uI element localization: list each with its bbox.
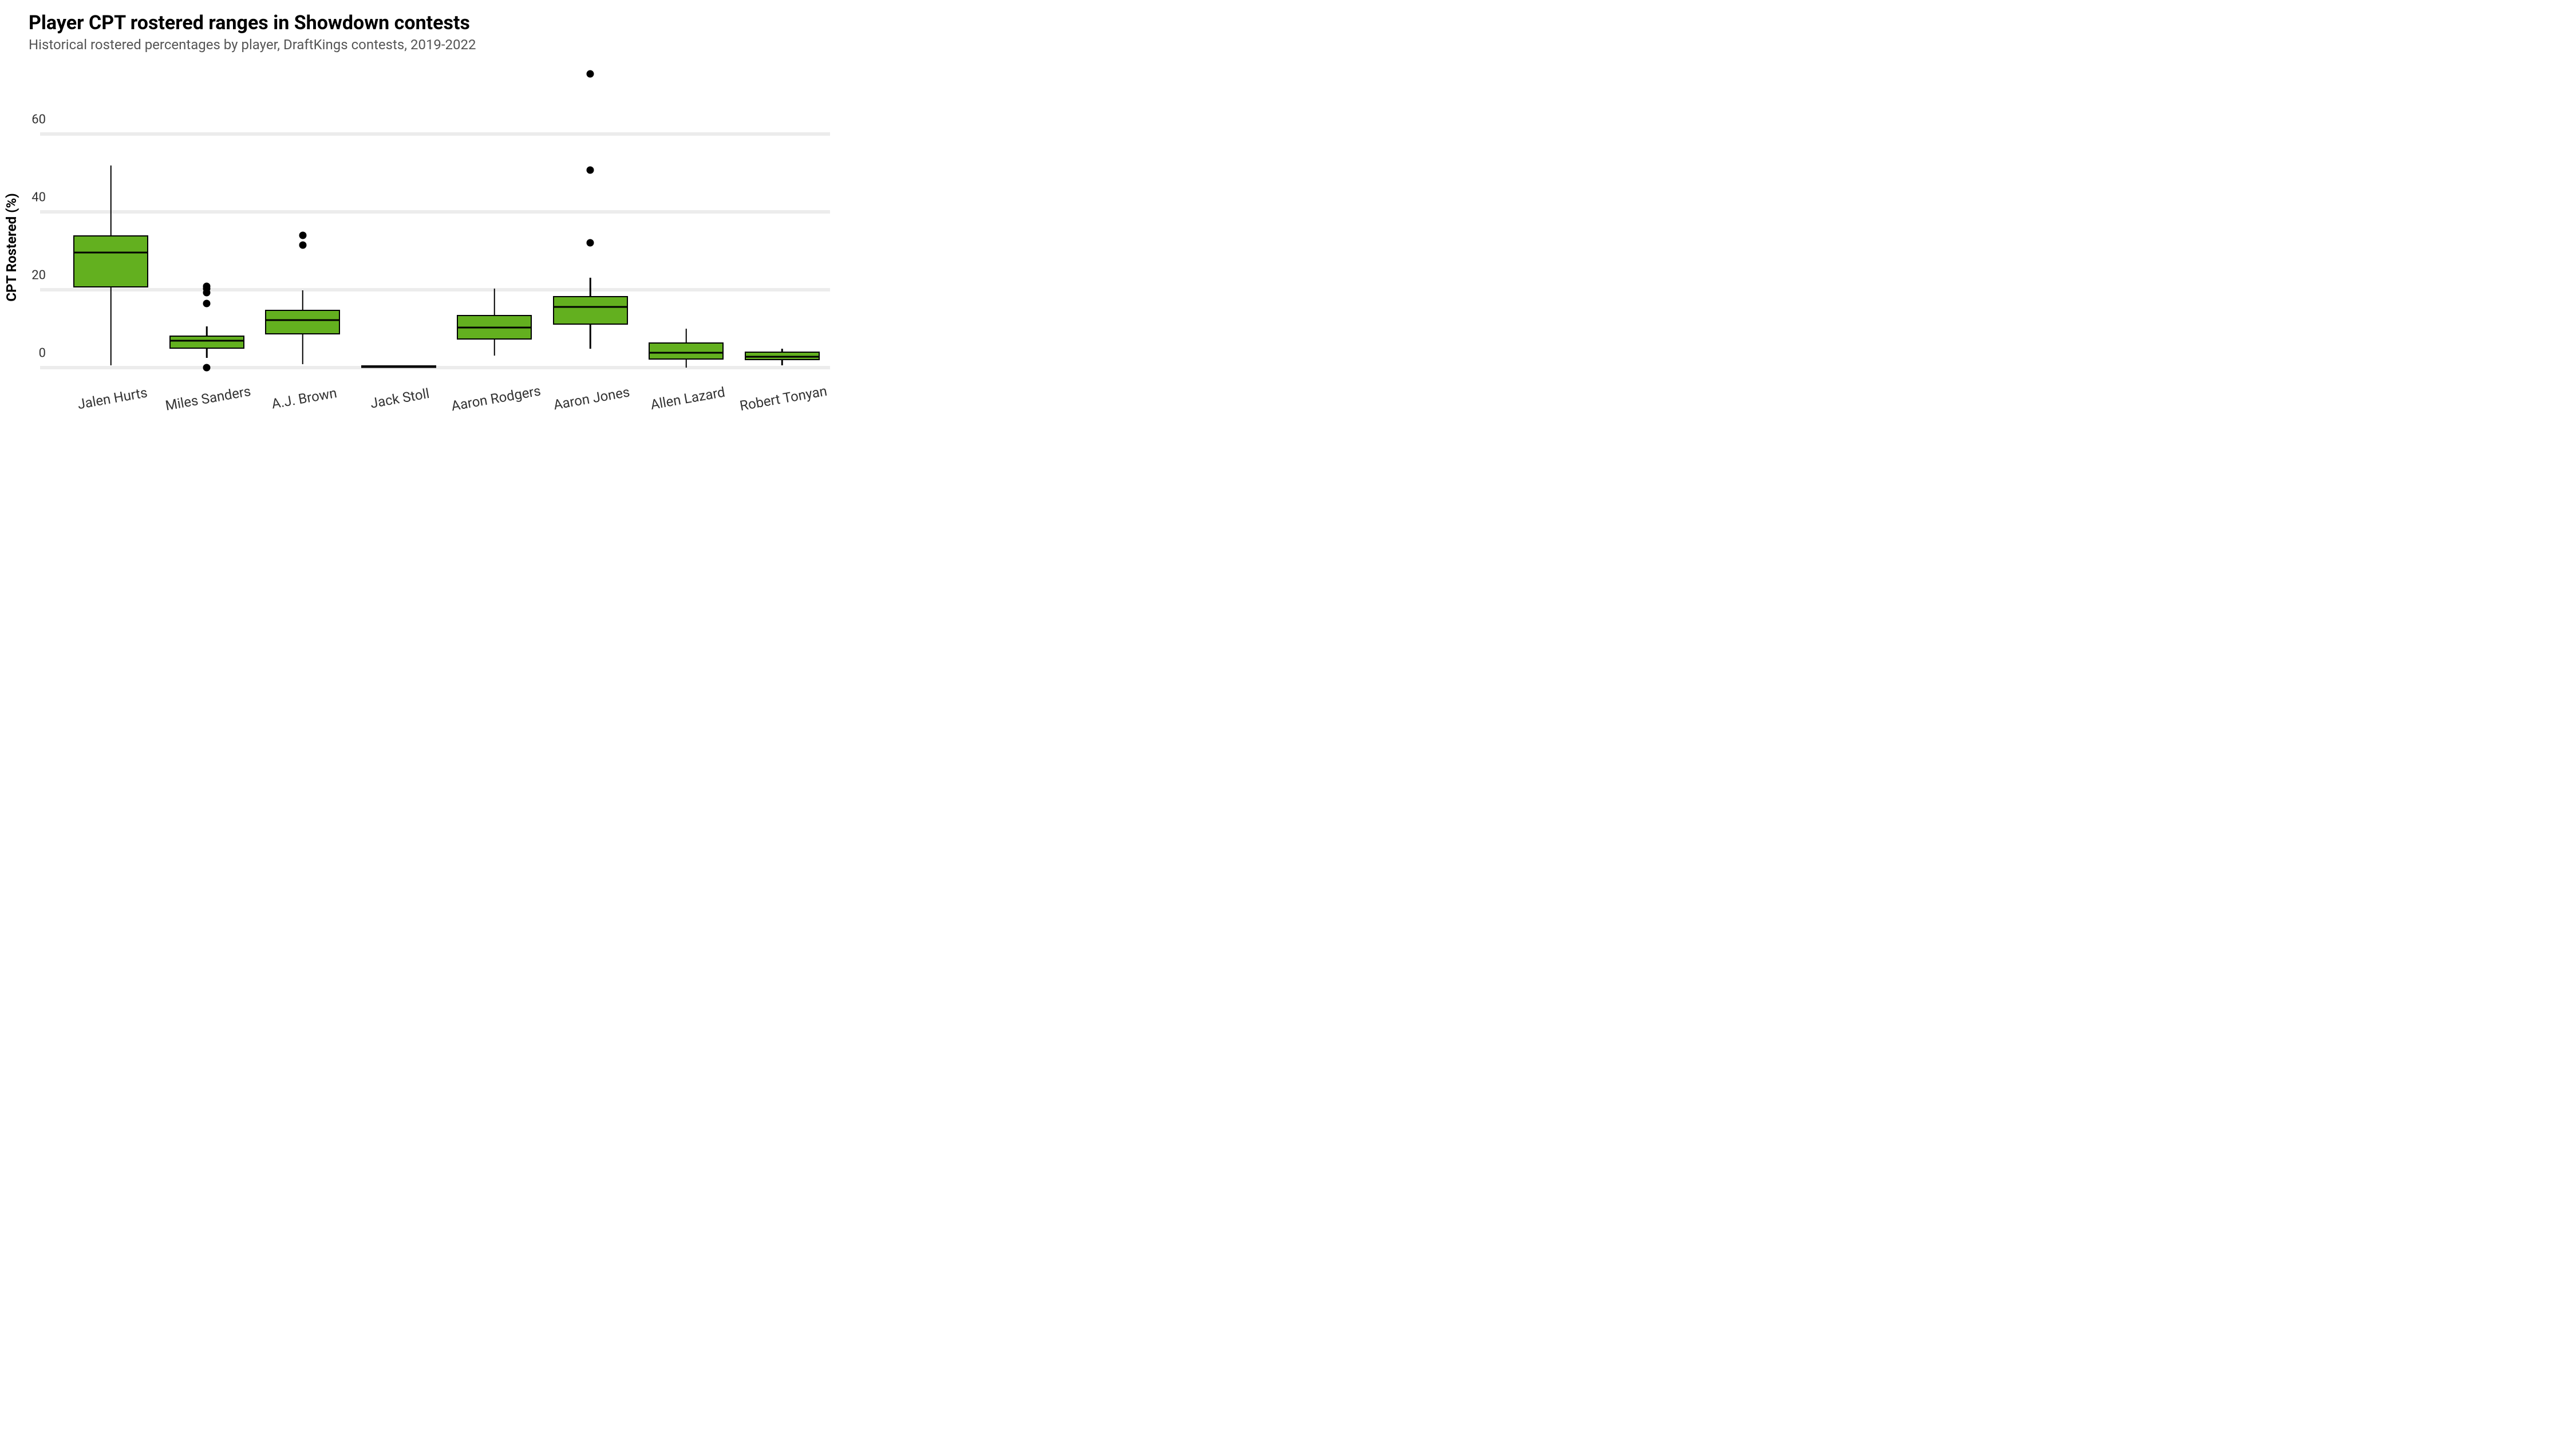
y-tick-label: 40: [23, 191, 46, 205]
boxplot-aaron-jones: [553, 64, 628, 379]
boxplot-miles-sanders: [169, 64, 244, 379]
outlier-point: [203, 283, 211, 290]
chart-subtitle: Historical rostered percentages by playe…: [17, 37, 836, 53]
boxplot-aaron-rodgers: [457, 64, 532, 379]
chart-title: Player CPT rostered ranges in Showdown c…: [17, 11, 836, 34]
median-line: [73, 252, 148, 254]
iqr-box: [649, 342, 724, 360]
y-axis-label: CPT Rostered (%): [3, 193, 19, 301]
x-tick-label: Robert Tonyan: [738, 383, 828, 414]
outlier-point: [299, 231, 306, 239]
boxplot-allen-lazard: [649, 64, 724, 379]
median-line: [553, 306, 628, 308]
plot-wrap: CPT Rostered (%) 0204060 Jalen HurtsMile…: [17, 64, 836, 431]
iqr-box: [169, 336, 244, 349]
boxplot-robert-tonyan: [745, 64, 820, 379]
iqr-box: [73, 235, 148, 288]
median-line: [361, 366, 436, 368]
x-tick-label: Aaron Rodgers: [450, 383, 542, 414]
median-line: [265, 319, 340, 321]
x-tick-label: Allen Lazard: [649, 384, 726, 413]
x-tick-label: Jack Stoll: [369, 385, 430, 412]
x-tick-label: Miles Sanders: [164, 383, 252, 414]
outlier-point: [203, 364, 211, 371]
y-tick-label: 60: [23, 113, 46, 127]
x-axis-labels: Jalen Hurts Miles Sanders A.J. Brown Jack S…: [63, 385, 830, 431]
outlier-point: [587, 166, 594, 174]
median-line: [745, 356, 820, 357]
median-line: [169, 340, 244, 342]
outlier-point: [587, 239, 594, 247]
median-line: [649, 352, 724, 353]
x-tick-label: Jalen Hurts: [76, 384, 148, 412]
y-tick-label: 0: [23, 346, 46, 360]
iqr-box: [265, 310, 340, 334]
outlier-point: [299, 241, 306, 249]
chart-container: Player CPT rostered ranges in Showdown c…: [0, 0, 859, 481]
boxplot-a-j-brown: [265, 64, 340, 379]
y-tick-label: 20: [23, 268, 46, 282]
x-tick-label: Aaron Jones: [552, 384, 631, 413]
boxplot-jack-stoll: [361, 64, 436, 379]
x-tick-label: A.J. Brown: [270, 385, 338, 412]
outlier-point: [587, 70, 594, 77]
outlier-point: [203, 299, 211, 307]
boxplot-jalen-hurts: [73, 64, 148, 379]
plot-area: 0204060: [63, 64, 830, 379]
iqr-box: [553, 296, 628, 325]
median-line: [457, 326, 532, 328]
